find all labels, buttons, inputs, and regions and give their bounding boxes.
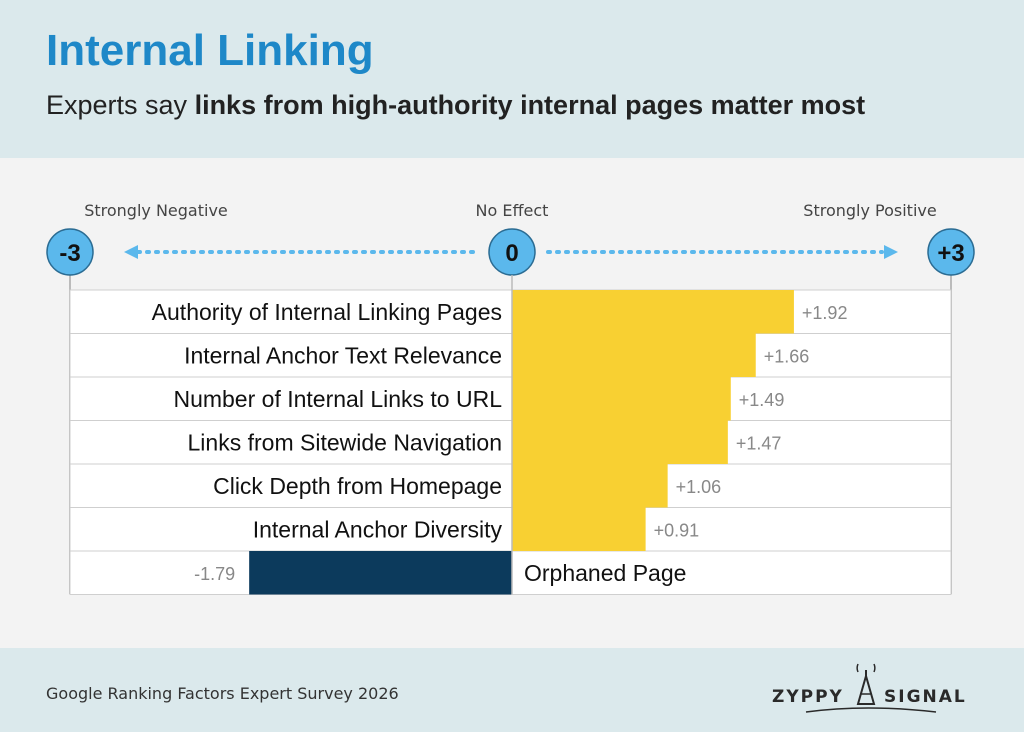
scale-min-circle: [46, 228, 94, 276]
value-label: +1.06: [676, 477, 722, 497]
zyppy-signal-logo: ZYPPY SIGNAL: [772, 663, 967, 713]
scale-center-label: No Effect: [476, 201, 549, 220]
bar: [512, 290, 794, 334]
value-label: +1.49: [739, 390, 785, 410]
scale-max-circle: [927, 228, 975, 276]
chart-row-bg: [69, 333, 952, 378]
scale-left-label: Strongly Negative: [84, 201, 228, 220]
scale-min-value: -3: [59, 240, 80, 267]
scale-max-value: +3: [937, 240, 964, 267]
category-label: Orphaned Page: [524, 560, 686, 586]
value-label: +1.66: [764, 346, 810, 366]
bar: [512, 507, 646, 551]
bar: [512, 420, 728, 464]
subtitle-emphasis: links from high-authority internal pages…: [194, 90, 866, 120]
logo-swoosh: [805, 707, 937, 713]
left-arrow-head-icon: [124, 245, 138, 259]
chart-rows: Authority of Internal Linking Pages +1.92…: [69, 275, 952, 595]
source-note: Google Ranking Factors Expert Survey 202…: [46, 684, 399, 703]
value-label: +1.47: [736, 433, 782, 453]
category-label: Click Depth from Homepage: [213, 473, 502, 499]
logo-right-text: SIGNAL: [884, 687, 967, 707]
right-arrow-head-icon: [884, 245, 898, 259]
page-subtitle: Experts say links from high-authority in…: [46, 90, 865, 121]
category-label: Internal Anchor Diversity: [253, 516, 503, 542]
signal-tower-icon: [856, 663, 876, 705]
category-label: Number of Internal Links to URL: [173, 386, 502, 412]
category-label: Links from Sitewide Navigation: [188, 429, 502, 455]
subtitle-prefix: Experts say: [46, 90, 195, 120]
bar: [249, 551, 512, 595]
category-label: Authority of Internal Linking Pages: [152, 299, 502, 325]
scale-zero-value: 0: [505, 240, 518, 267]
bar: [512, 464, 668, 508]
value-label: +0.91: [654, 520, 700, 540]
header-band: Internal Linking Experts say links from …: [0, 0, 1024, 158]
footer-band: [0, 648, 1024, 732]
chart-row-bg: [69, 507, 952, 552]
bar: [512, 333, 756, 377]
chart-row-bg: [69, 420, 952, 465]
logo-left-text: ZYPPY: [772, 687, 844, 707]
chart-row-bg: [69, 289, 952, 334]
chart-row-bg: [69, 463, 952, 508]
scale-right-label: Strongly Positive: [803, 201, 936, 220]
category-label: Internal Anchor Text Relevance: [184, 342, 502, 368]
value-label: +1.92: [802, 303, 848, 323]
value-label: -1.79: [194, 564, 235, 584]
bar: [512, 377, 731, 421]
chart-row-bg: [69, 376, 952, 421]
page-title: Internal Linking: [46, 26, 374, 75]
